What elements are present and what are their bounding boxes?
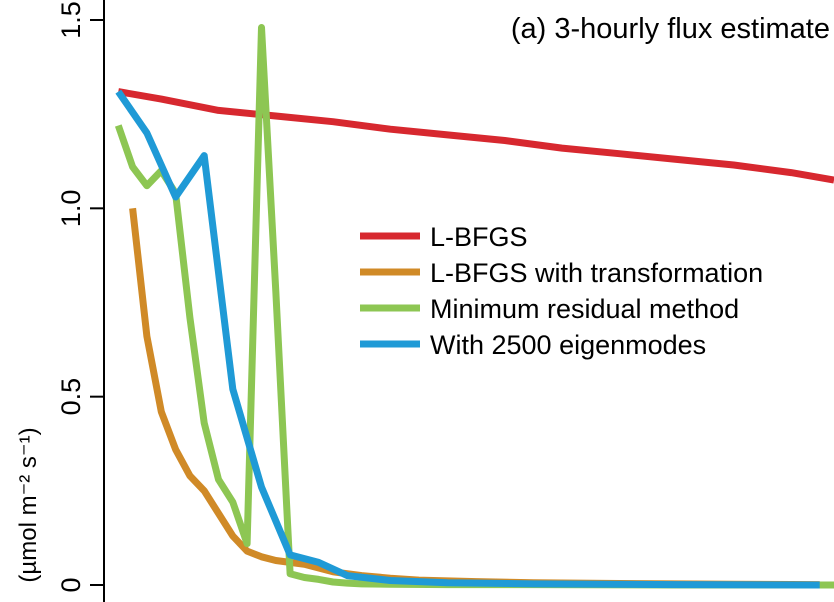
y-tick-label: 1.5 — [56, 1, 86, 39]
legend: L-BFGS L-BFGS with transformation Minimum … — [360, 222, 763, 360]
legend-label-2: L-BFGS with transformation — [430, 258, 763, 288]
legend-label-4: With 2500 eigenmodes — [430, 330, 706, 360]
y-tick-label: 1.0 — [56, 190, 86, 228]
legend-label-1: L-BFGS — [430, 222, 528, 252]
y-axis-label: (µmol m⁻² s⁻¹) — [15, 427, 42, 582]
series-line-1 — [117, 88, 834, 184]
y-tick-label: 0 — [56, 577, 86, 592]
series-group — [114, 24, 834, 589]
chart-title: (a) 3-hourly flux estimate — [511, 13, 830, 45]
y-tick-label: 0.5 — [56, 378, 86, 416]
y-ticks: 0 0.5 1.0 1.5 — [56, 1, 104, 593]
series-line-4 — [115, 89, 820, 589]
legend-label-3: Minimum residual method — [430, 294, 739, 324]
